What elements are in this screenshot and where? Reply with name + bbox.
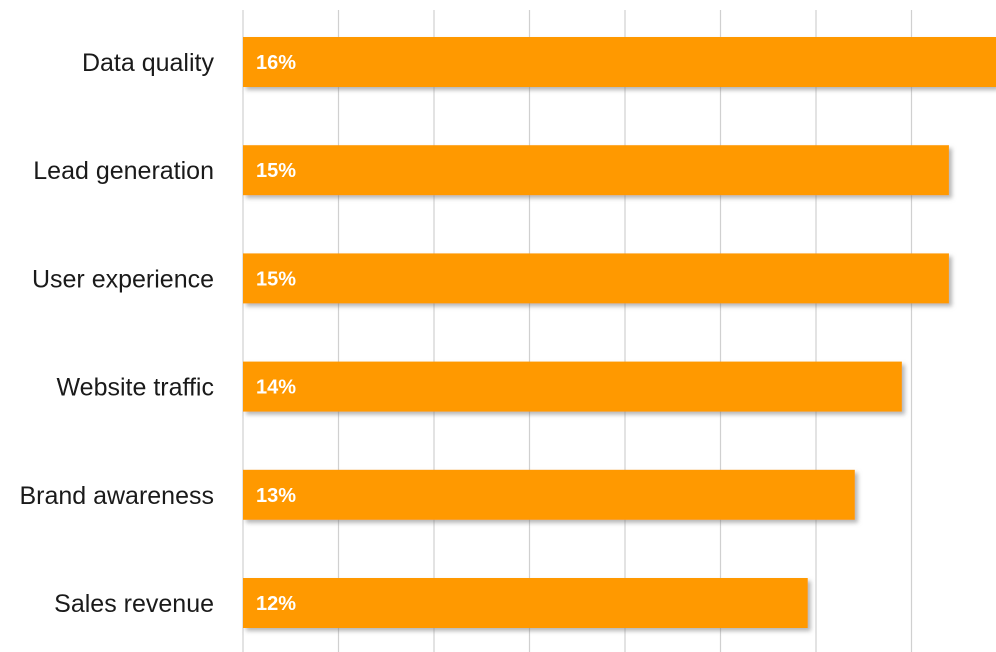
category-label: Brand awareness [19,482,214,510]
category-label: Data quality [82,49,215,77]
bar [243,253,949,304]
bar [243,145,949,196]
bar-value-label: 16% [256,52,296,74]
bar [243,361,902,412]
bar-value-label: 15% [256,268,296,290]
category-label: Sales revenue [54,590,214,618]
bar [243,469,855,520]
category-labels: Data quality Lead generation User experien… [19,49,214,618]
category-label: Lead generation [33,157,214,185]
bar-value-label: 12% [256,593,296,615]
bar-value-label: 15% [256,160,296,182]
bars: 16% 15% 15% 14% 13% 12% [243,37,996,628]
bar-value-label: 14% [256,377,296,399]
bar [243,37,996,87]
gridlines [242,10,913,652]
bar-value-label: 13% [256,485,296,507]
bar [243,578,808,628]
category-label: Website traffic [57,374,214,402]
category-label: User experience [32,265,214,293]
